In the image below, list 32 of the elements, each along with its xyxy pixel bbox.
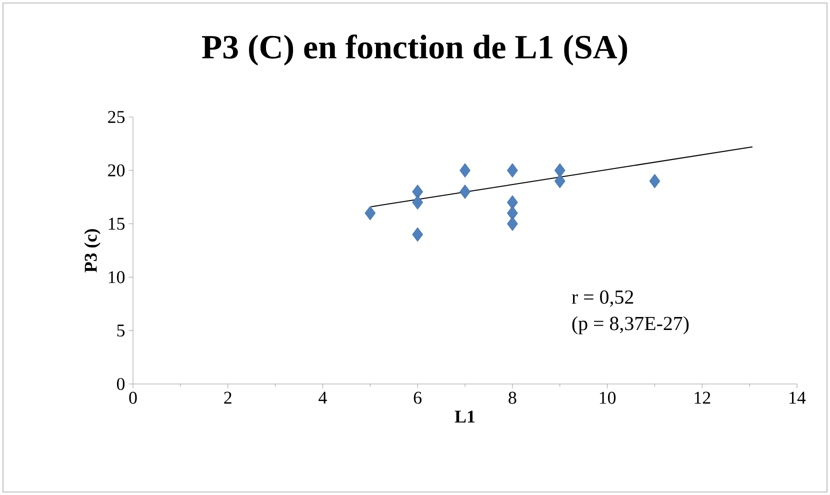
x-tick-label: 14 (790, 392, 806, 404)
y-tick-label: 0 (116, 378, 125, 390)
point (506, 216, 518, 231)
annotation: (p = 8,37E-27) (572, 316, 689, 334)
x-tick-label: 0 (129, 392, 137, 404)
point (554, 174, 566, 188)
x-tick-label: 2 (224, 392, 232, 404)
annotation: r = 0,52 (572, 290, 634, 307)
point (506, 195, 518, 210)
point (412, 227, 424, 242)
x-tick-label: 4 (318, 392, 327, 404)
point (364, 206, 376, 220)
x-tick-label: 12 (694, 392, 710, 404)
x-tick-label: 10 (600, 392, 616, 404)
point (412, 195, 424, 210)
y-tick-label: 5 (117, 324, 125, 337)
point (460, 163, 470, 178)
x-axis-title: L1 (454, 410, 475, 423)
point (460, 184, 470, 199)
point (554, 163, 566, 178)
y-tick-label: 15 (108, 218, 125, 230)
point (506, 206, 518, 220)
point (506, 163, 518, 178)
y-tick-label: 25 (108, 110, 125, 124)
x-tick-label: 6 (414, 392, 422, 404)
y-tick-label: 10 (108, 271, 125, 284)
point (412, 184, 424, 199)
point (649, 174, 660, 188)
y-tick-label: 20 (108, 164, 125, 176)
x-tick-label: 8 (508, 392, 516, 404)
chart-title: P3 (C) en fonction de L1 (SA) (202, 34, 628, 66)
y-axis-title: P3 (c) (84, 229, 100, 272)
